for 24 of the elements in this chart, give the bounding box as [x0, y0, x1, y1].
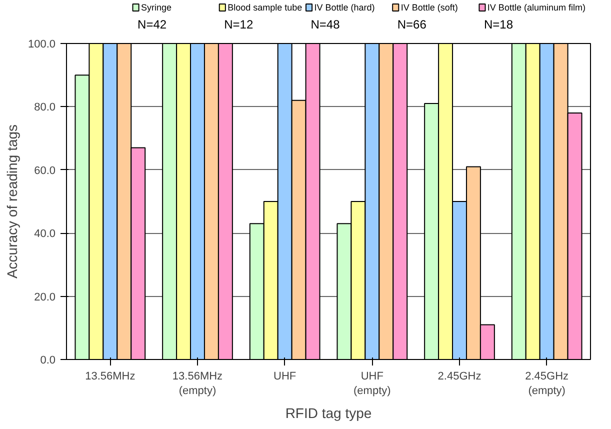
x-tick-label: UHF [274, 370, 296, 382]
x-tick-label: 2.45GHz [438, 370, 482, 382]
y-axis-title: Accuracy of reading tags [4, 124, 20, 279]
x-tick-label: 2.45GHz (empty) [525, 370, 569, 397]
legend-label: Blood sample tube [228, 2, 302, 12]
text: N=66 [397, 18, 427, 32]
text: N=48 [310, 18, 340, 32]
text: N=18 [484, 18, 514, 32]
y-tick-label: 0.0 [40, 354, 56, 366]
x-tick-label: UHF (empty) [354, 370, 391, 397]
legend-label: IV Bottle (aluminum film) [487, 2, 586, 12]
x-tick-label: 13.56MHz (empty) [172, 370, 223, 397]
legend-label: IV Bottle (soft) [400, 2, 458, 12]
y-tick-label: 60.0 [34, 164, 56, 177]
legend-label: IV Bottle (hard) [314, 2, 375, 12]
text: N=42 [138, 18, 167, 32]
x-axis-title: RFID tag type [285, 404, 372, 421]
y-tick-label: 20.0 [34, 291, 56, 304]
y-tick-label: 40.0 [34, 228, 56, 240]
x-tick-label: 13.56MHz [85, 370, 136, 382]
y-tick-label: 80.0 [34, 102, 56, 114]
text: N=12 [224, 18, 254, 32]
y-tick-label: 100.0 [28, 38, 56, 50]
legend-label: Syringe [140, 2, 172, 12]
